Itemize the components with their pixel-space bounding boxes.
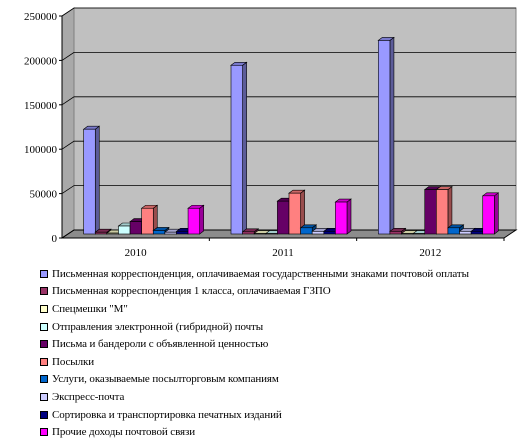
bar-front xyxy=(83,128,96,235)
bar xyxy=(82,125,101,235)
bar-front xyxy=(323,231,336,235)
bar-front xyxy=(129,221,142,235)
bar xyxy=(481,192,500,235)
legend-label: Спецмешки "М" xyxy=(52,302,128,315)
x-axis-ticks: 2010 2011 2012 xyxy=(125,238,505,259)
bar-front xyxy=(311,231,325,235)
bar-front xyxy=(94,231,108,235)
bar-front xyxy=(118,225,131,235)
y-axis-ticks: 0 50000 100000 150000 200000 250000 xyxy=(24,11,63,245)
legend-swatch xyxy=(40,428,48,437)
y-tick-label: 100000 xyxy=(24,144,58,156)
bar-front xyxy=(335,201,348,235)
bar-front xyxy=(389,231,402,235)
x-tick-label: 2011 xyxy=(272,247,294,259)
legend-label: Отправления электронной (гибридной) почт… xyxy=(52,320,264,333)
bar-front xyxy=(288,192,301,235)
bar-front xyxy=(265,233,278,235)
legend-swatch xyxy=(40,410,48,419)
legend-swatch xyxy=(40,287,48,296)
bar-side xyxy=(389,36,395,235)
y-tick-label: 200000 xyxy=(24,55,58,67)
legend-item: Письменная корреспонденция, оплачиваемая… xyxy=(40,265,520,283)
bar-front xyxy=(277,200,290,235)
legend: Письменная корреспонденция, оплачиваемая… xyxy=(40,265,520,441)
bar-front xyxy=(164,231,177,235)
bar xyxy=(435,186,453,235)
legend-swatch xyxy=(40,269,48,278)
legend-item: Экспресс-почта xyxy=(40,388,520,406)
legend-label: Прочие доходы почтовой связи xyxy=(52,426,196,439)
gridline xyxy=(61,52,516,61)
bar xyxy=(334,198,352,235)
bar-side xyxy=(94,125,100,235)
x-tick-label: 2012 xyxy=(419,247,441,259)
legend-label: Письма и бандероли с объявленной ценност… xyxy=(52,338,269,351)
bar-front xyxy=(152,230,166,235)
legend-label: Письменная корреспонденция 1 класса, опл… xyxy=(52,285,331,298)
bar-front xyxy=(412,233,426,235)
bar-side xyxy=(199,204,204,235)
y-tick-label: 50000 xyxy=(30,189,58,201)
bar-front xyxy=(242,231,255,235)
legend-item: Спецмешки "М" xyxy=(40,300,520,318)
legend-swatch xyxy=(40,340,48,349)
bar-side xyxy=(346,198,352,235)
y-tick-label: 0 xyxy=(52,233,58,245)
bar-front xyxy=(187,207,200,235)
bar-front xyxy=(106,232,119,235)
bar xyxy=(230,61,248,235)
legend-label: Сортировка и транспортировка печатных из… xyxy=(52,408,282,421)
bar-front xyxy=(436,189,449,235)
legend-item: Прочие доходы почтовой связи xyxy=(40,423,520,441)
bars xyxy=(82,36,500,235)
gridline xyxy=(61,185,516,194)
legend-label: Посылки xyxy=(52,355,95,368)
bar-front xyxy=(470,231,484,235)
bar-front xyxy=(447,227,460,235)
bar-front xyxy=(378,40,391,235)
bar-front xyxy=(459,231,472,235)
legend-swatch xyxy=(40,375,48,384)
bar-front xyxy=(482,195,495,235)
bar-side xyxy=(242,61,247,235)
legend-swatch xyxy=(40,322,48,331)
legend-item: Письменная корреспонденция 1 класса, опл… xyxy=(40,283,520,301)
y-tick-label: 250000 xyxy=(24,11,58,23)
legend-item: Посылки xyxy=(40,353,520,371)
bar xyxy=(241,228,260,235)
legend-swatch xyxy=(40,357,48,366)
gridline xyxy=(61,96,516,106)
legend-swatch xyxy=(40,392,48,401)
gridline xyxy=(61,229,516,239)
legend-label: Услуги, оказываемые посылторговым компан… xyxy=(52,373,279,386)
bar-front xyxy=(300,227,313,235)
legend-item: Письма и бандероли с объявленной ценност… xyxy=(40,335,520,353)
legend-item: Отправления электронной (гибридной) почт… xyxy=(40,318,520,336)
legend-item: Сортировка и транспортировка печатных из… xyxy=(40,406,520,424)
y-tick-label: 150000 xyxy=(24,100,58,112)
gridlines xyxy=(61,7,516,239)
bar xyxy=(377,36,395,235)
legend-swatch xyxy=(40,304,48,313)
legend-item: Услуги, оказываемые посылторговым компан… xyxy=(40,371,520,389)
bar xyxy=(187,204,205,235)
bar xyxy=(140,204,159,235)
gridline xyxy=(61,7,516,17)
gridline xyxy=(61,140,516,150)
x-tick-label: 2010 xyxy=(125,247,148,259)
bar-front xyxy=(424,189,437,235)
bar-front xyxy=(401,233,414,235)
bar-front xyxy=(230,64,243,235)
side-wall xyxy=(61,7,75,239)
legend-label: Письменная корреспонденция, оплачиваемая… xyxy=(52,267,469,280)
bar-front xyxy=(253,233,267,235)
legend-label: Экспресс-почта xyxy=(52,390,125,403)
bar-front xyxy=(176,231,189,235)
bar-side xyxy=(494,192,499,235)
bar-front xyxy=(141,207,154,235)
bar xyxy=(389,227,407,235)
